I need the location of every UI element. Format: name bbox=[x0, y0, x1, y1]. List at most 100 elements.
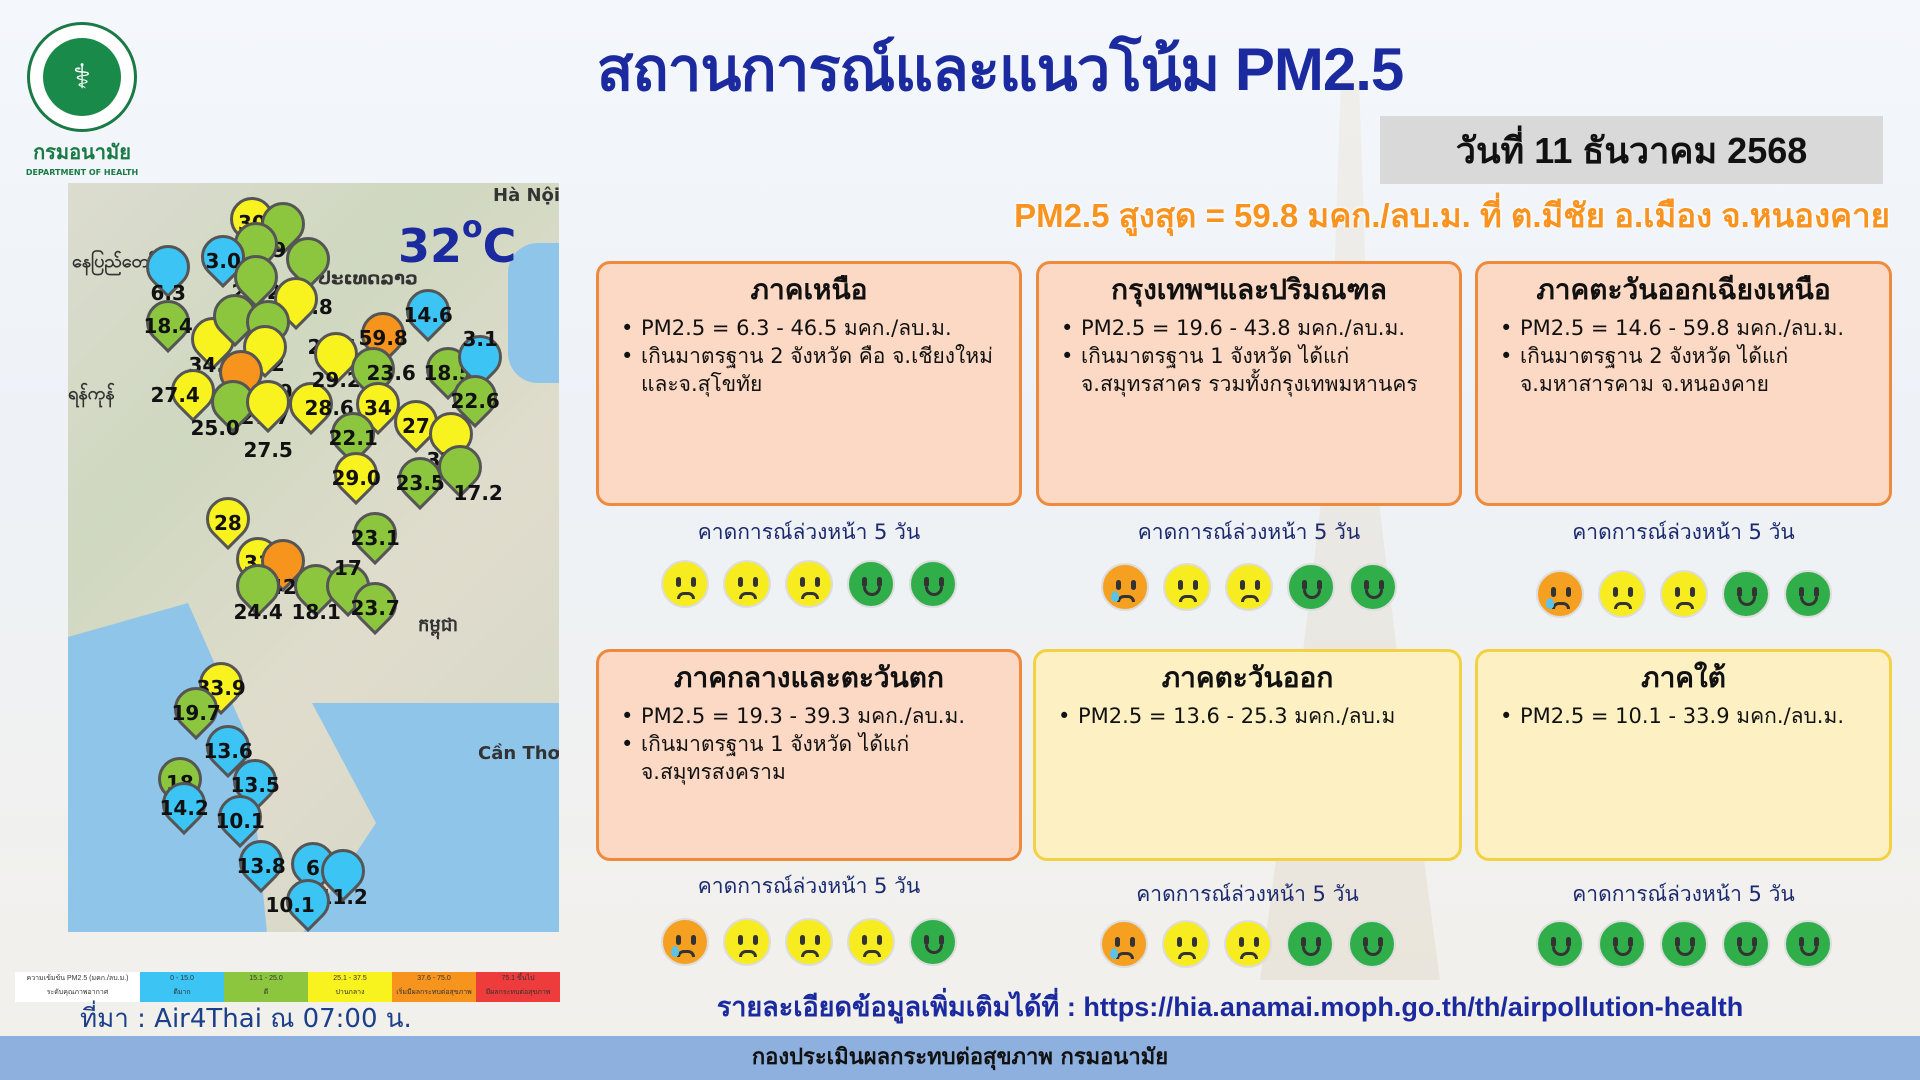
sad-face-icon bbox=[661, 560, 709, 608]
station-value: 18.1 bbox=[291, 600, 341, 624]
station-value: 17 bbox=[334, 556, 362, 580]
ministry-seal: ⚕ bbox=[27, 22, 137, 132]
station-value: 23.5 bbox=[395, 471, 445, 495]
smiling-face-icon bbox=[1535, 920, 1584, 968]
region-bullet: เกินมาตรฐาน 2 จังหวัด คือ จ.เชียงใหม่ แล… bbox=[615, 342, 1003, 398]
legend-label: ปานกลาง bbox=[335, 989, 365, 996]
forecast-label: คาดการณ์ล่วงหน้า 5 วัน bbox=[1572, 882, 1795, 906]
pm25-station-map[interactable]: နေပြည်တော် ປະເທດລາວ Hà Nội កម្ពុជា Cần T… bbox=[68, 183, 559, 932]
smiling-face-icon bbox=[1347, 920, 1396, 968]
map-label: ປະເທດລາວ bbox=[318, 268, 418, 289]
department-of-health-logo: ⚕ กรมอนามัย DEPARTMENT OF HEALTH bbox=[22, 22, 142, 177]
region-bullet: เกินมาตรฐาน 1 จังหวัด ได้แก่ จ.สมุทรสงคร… bbox=[615, 730, 1003, 786]
map-label: Hà Nội bbox=[493, 185, 559, 206]
station-value: 24.4 bbox=[233, 600, 283, 624]
region-name: กรุงเทพฯและปริมณฑล bbox=[1111, 273, 1387, 306]
legend-label: เริ่มมีผลกระทบต่อสุขภาพ bbox=[396, 989, 472, 996]
forecast-faces bbox=[1099, 920, 1396, 968]
region-bullets: PM2.5 = 10.1 - 33.9 มคก./ลบ.ม. bbox=[1494, 702, 1873, 730]
region-name: ภาคกลางและตะวันตก bbox=[674, 661, 944, 694]
caduceus-icon: ⚕ bbox=[43, 38, 121, 116]
region-card: ภาคเหนือ PM2.5 = 6.3 - 46.5 มคก./ลบ.ม.เกิ… bbox=[596, 261, 1022, 506]
region-bullets: PM2.5 = 19.3 - 39.3 มคก./ลบ.ม.เกินมาตรฐา… bbox=[615, 702, 1003, 786]
region-bullet: PM2.5 = 13.6 - 25.3 มคก./ลบ.ม bbox=[1052, 702, 1443, 730]
legend-header-quality: ระดับคุณภาพอากาศ bbox=[46, 989, 109, 996]
sad-face-icon bbox=[723, 560, 771, 608]
forecast-faces bbox=[661, 918, 957, 966]
legend-range: 75.1 ขึ้นไป bbox=[501, 975, 535, 982]
forecast-faces bbox=[1535, 920, 1832, 968]
region-bullets: PM2.5 = 6.3 - 46.5 มคก./ลบ.ม.เกินมาตรฐาน… bbox=[615, 314, 1003, 398]
region-bullets: PM2.5 = 19.6 - 43.8 มคก./ลบ.ม.เกินมาตรฐา… bbox=[1055, 314, 1443, 398]
region-name: ภาคเหนือ bbox=[750, 273, 868, 306]
crying-face-icon bbox=[1099, 920, 1148, 968]
station-value: 29.0 bbox=[331, 466, 381, 490]
page-title: สถานการณ์และแนวโน้ม PM2.5 bbox=[596, 36, 1404, 103]
legend-range: 15.1 - 25.0 bbox=[249, 975, 283, 982]
station-value: 22.1 bbox=[328, 426, 378, 450]
legend-level: 75.1 ขึ้นไป มีผลกระทบต่อสุขภาพ bbox=[476, 972, 560, 1002]
station-value: 3.0 bbox=[205, 249, 241, 273]
station-value: 29.2 bbox=[311, 368, 361, 392]
smiling-face-icon bbox=[1287, 563, 1335, 611]
smiling-face-icon bbox=[1659, 920, 1708, 968]
forecast-label: คาดการณ์ล่วงหน้า 5 วัน bbox=[1572, 520, 1795, 544]
region-name: ภาคตะวันออก bbox=[1161, 661, 1334, 694]
station-value: 27.5 bbox=[243, 438, 293, 462]
crying-face-icon bbox=[1101, 563, 1149, 611]
map-label: កម្ពុជា bbox=[418, 615, 458, 636]
station-value: 59.8 bbox=[358, 326, 408, 350]
region-name: ภาคใต้ bbox=[1641, 661, 1726, 694]
legend-label: ดีมาก bbox=[173, 989, 191, 996]
region-bullet: PM2.5 = 19.6 - 43.8 มคก./ลบ.ม. bbox=[1055, 314, 1443, 342]
station-value: 23.6 bbox=[366, 361, 416, 385]
sad-face-icon bbox=[785, 560, 833, 608]
sad-face-icon bbox=[1597, 570, 1646, 618]
forecast-label: คาดการณ์ล่วงหน้า 5 วัน bbox=[697, 874, 921, 898]
station-value: 14.6 bbox=[403, 303, 453, 327]
temperature-unit: C bbox=[482, 219, 517, 273]
legend-label: ดี bbox=[263, 989, 269, 996]
station-value: 19.7 bbox=[171, 701, 221, 725]
legend-level: 37.6 - 75.0 เริ่มมีผลกระทบต่อสุขภาพ bbox=[392, 972, 476, 1002]
region-name: ภาคตะวันออกเฉียงเหนือ bbox=[1536, 273, 1831, 306]
map-label: ရန်ကုန် bbox=[68, 383, 115, 404]
station-value: 10.1 bbox=[215, 809, 265, 833]
sad-face-icon bbox=[1161, 920, 1210, 968]
map-label: Cần Thơ bbox=[478, 743, 559, 764]
logo-name-th: กรมอนามัย bbox=[33, 140, 131, 164]
legend-range: 25.1 - 37.5 bbox=[333, 975, 367, 982]
crying-face-icon bbox=[661, 918, 709, 966]
legend-range: 37.6 - 75.0 bbox=[417, 975, 451, 982]
legend-level: 0 - 15.0 ดีมาก bbox=[140, 972, 224, 1002]
legend-header: ความเข้มข้น PM2.5 (มคก./ลบ.ม.) ระดับคุณภา… bbox=[15, 972, 140, 1002]
region-card: ภาคตะวันออก PM2.5 = 13.6 - 25.3 มคก./ลบ.ม bbox=[1033, 649, 1462, 861]
smiling-face-icon bbox=[909, 918, 957, 966]
legend-header-concentration: ความเข้มข้น PM2.5 (มคก./ลบ.ม.) bbox=[26, 975, 129, 982]
smiling-face-icon bbox=[1597, 920, 1646, 968]
station-value: 27.4 bbox=[150, 383, 200, 407]
station-value: 11.2 bbox=[318, 885, 368, 909]
temperature-readout: 32oC bbox=[398, 213, 517, 273]
station-value: 23.7 bbox=[350, 596, 400, 620]
station-value: 28 bbox=[214, 511, 242, 535]
legend-level: 25.1 - 37.5 ปานกลาง bbox=[308, 972, 392, 1002]
smiling-face-icon bbox=[1783, 920, 1832, 968]
region-bullet: PM2.5 = 14.6 - 59.8 มคก./ลบ.ม. bbox=[1494, 314, 1873, 342]
region-card: กรุงเทพฯและปริมณฑล PM2.5 = 19.6 - 43.8 มค… bbox=[1036, 261, 1462, 506]
smiling-face-icon bbox=[847, 560, 895, 608]
forecast-label: คาดการณ์ล่วงหน้า 5 วัน bbox=[1136, 882, 1359, 906]
region-card: ภาคตะวันออกเฉียงเหนือ PM2.5 = 14.6 - 59.8… bbox=[1475, 261, 1892, 506]
forecast-label: คาดการณ์ล่วงหน้า 5 วัน bbox=[697, 520, 921, 544]
sad-face-icon bbox=[1223, 920, 1272, 968]
station-value: 23.1 bbox=[350, 526, 400, 550]
region-bullet: PM2.5 = 6.3 - 46.5 มคก./ลบ.ม. bbox=[615, 314, 1003, 342]
region-bullet: PM2.5 = 10.1 - 33.9 มคก./ลบ.ม. bbox=[1494, 702, 1873, 730]
more-info-link[interactable]: รายละเอียดข้อมูลเพิ่มเติมได้ที่ : https:… bbox=[716, 992, 1744, 1022]
region-card: ภาคกลางและตะวันตก PM2.5 = 19.3 - 39.3 มคก… bbox=[596, 649, 1022, 861]
data-source: ที่มา : Air4Thai ณ 07:00 น. bbox=[80, 1004, 412, 1034]
degree-icon: o bbox=[462, 210, 483, 245]
station-value: 27 bbox=[402, 414, 430, 438]
temperature-value: 32 bbox=[398, 219, 463, 273]
region-bullets: PM2.5 = 14.6 - 59.8 มคก./ลบ.ม.เกินมาตรฐา… bbox=[1494, 314, 1873, 398]
